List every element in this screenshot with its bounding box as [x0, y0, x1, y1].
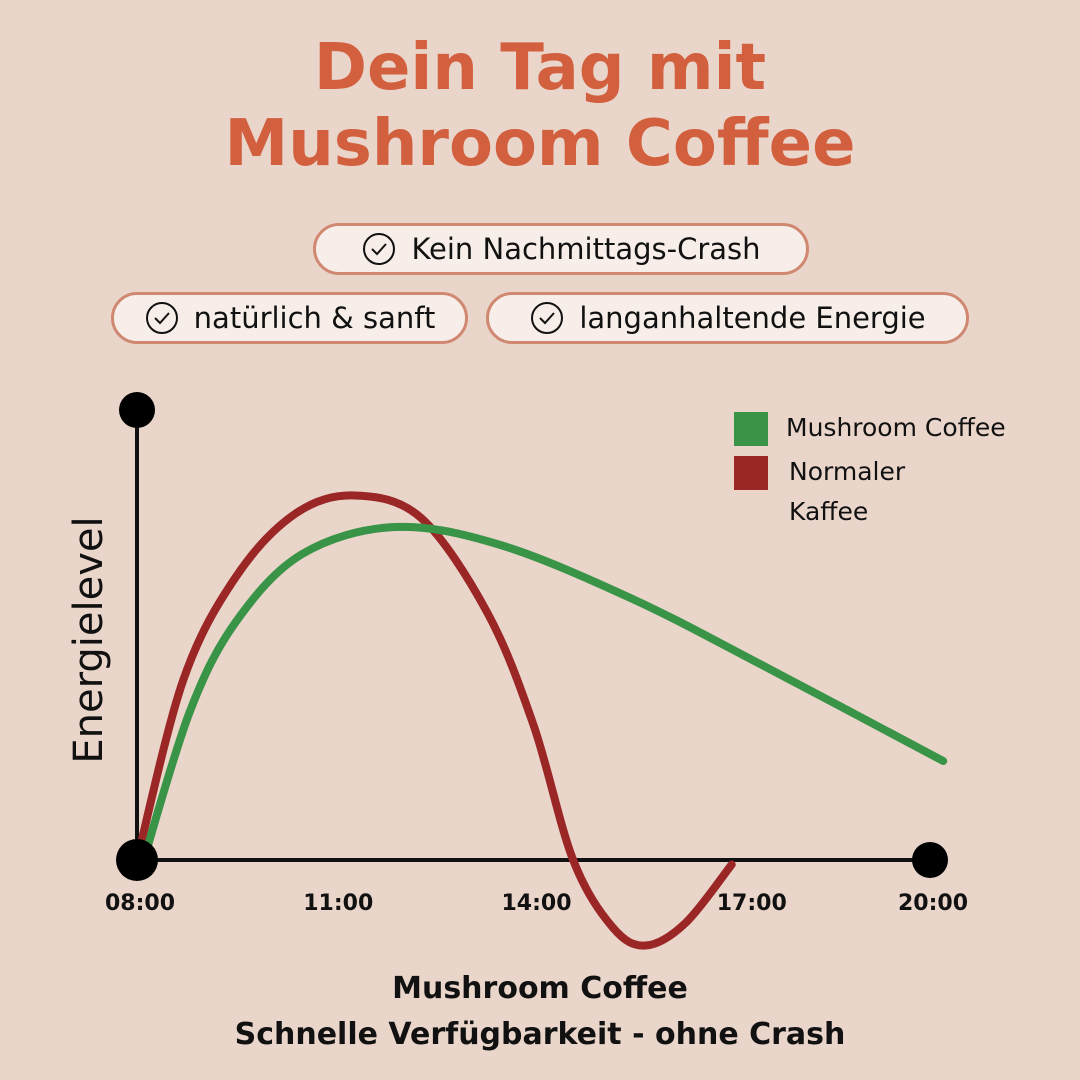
x-axis-end-dot	[912, 842, 948, 878]
check-circle-icon	[363, 233, 396, 265]
y-axis-end-dot	[119, 392, 155, 428]
pill-natural: natürlich & sanft	[111, 292, 468, 344]
legend-label-normal: Normaler Kaffee	[789, 457, 906, 526]
page-title: Dein Tag mit Mushroom Coffee	[224, 31, 856, 181]
x-tick-label: 08:00	[105, 891, 175, 916]
legend-label-mushroom: Mushroom Coffee	[786, 413, 1006, 442]
y-axis-label: Energielevel	[66, 516, 112, 763]
legend-swatch-normal	[734, 456, 768, 490]
pill-long-energy: langanhaltende Energie	[486, 292, 969, 344]
pill-no-crash: Kein Nachmittags-Crash	[313, 223, 809, 275]
origin-dot	[116, 839, 158, 881]
x-tick-label: 14:00	[501, 891, 571, 916]
check-circle-icon	[145, 302, 178, 334]
series-line-1	[133, 491, 736, 950]
series-line-0	[139, 522, 948, 864]
footer-caption: Mushroom Coffee Schnelle Verfügbarkeit -…	[234, 971, 846, 1052]
check-circle-icon	[531, 302, 564, 334]
legend-swatch-mushroom	[734, 412, 768, 446]
x-tick-label: 11:00	[303, 891, 373, 916]
x-tick-label: 17:00	[717, 891, 787, 916]
x-tick-label: 20:00	[898, 891, 968, 916]
